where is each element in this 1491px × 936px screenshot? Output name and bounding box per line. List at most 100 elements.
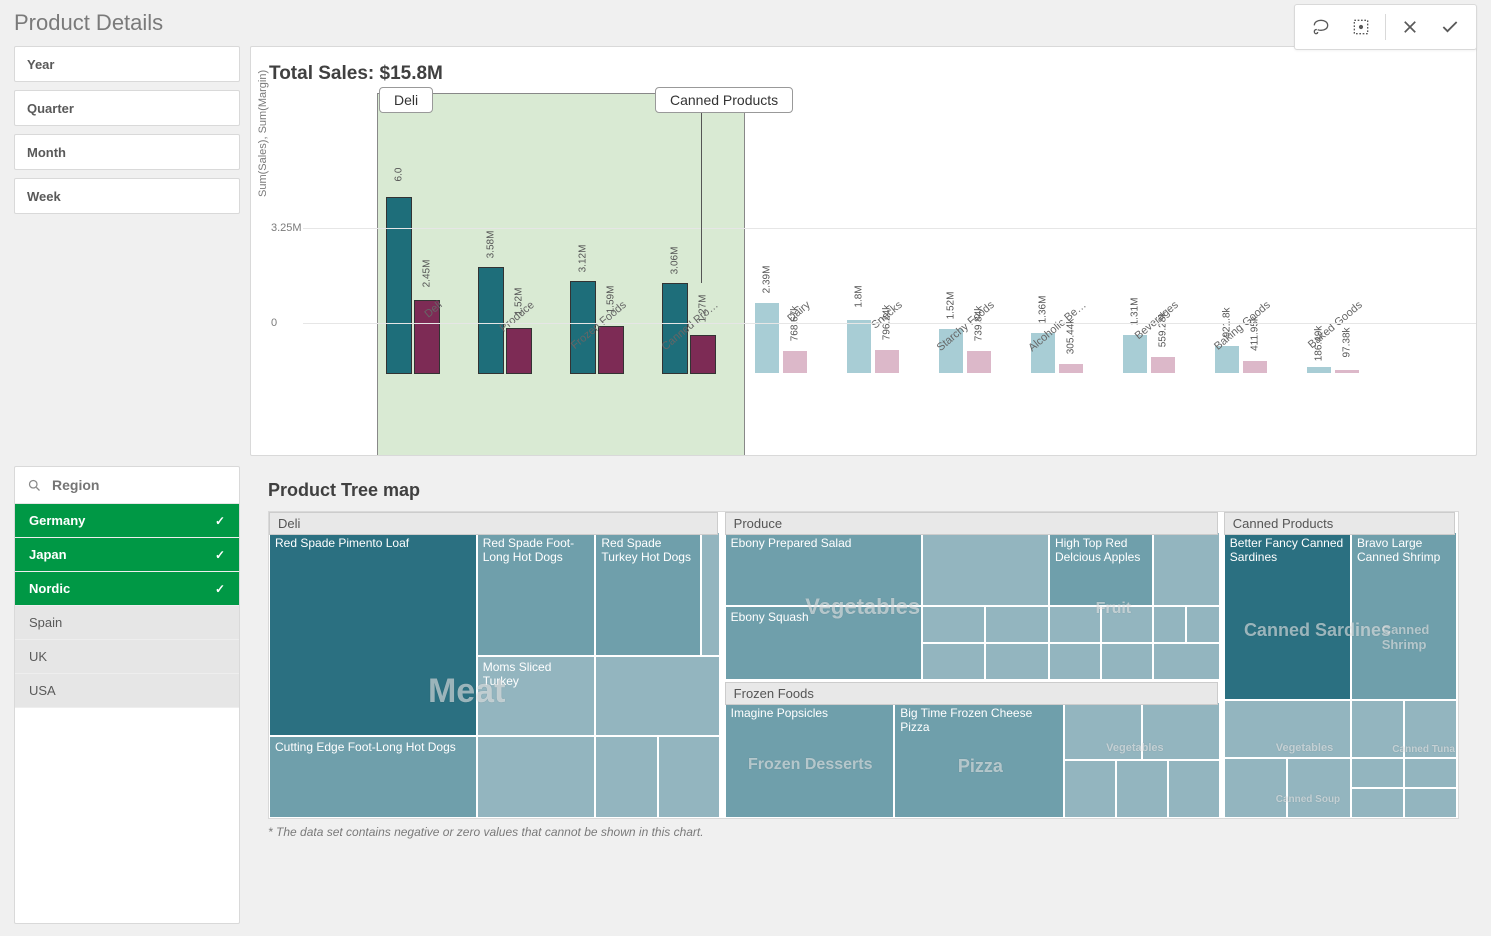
chart-title: Total Sales: $15.8M bbox=[269, 63, 1458, 85]
bar-value-label: 2.45M bbox=[422, 260, 433, 288]
region-item[interactable]: USA bbox=[15, 674, 239, 708]
treemap-cell[interactable] bbox=[1153, 532, 1220, 606]
bar-value-label: 97.38k bbox=[1342, 328, 1353, 358]
treemap-cell[interactable] bbox=[701, 532, 720, 656]
filter-month[interactable]: Month bbox=[14, 134, 240, 170]
treemap-cell[interactable]: Red Spade Turkey Hot Dogs bbox=[595, 532, 701, 656]
region-item[interactable]: Germany bbox=[15, 504, 239, 538]
treemap-group-header[interactable]: Frozen Foods bbox=[725, 682, 1218, 705]
bar-margin[interactable]: 97.38k bbox=[1335, 370, 1359, 373]
treemap-cell[interactable] bbox=[922, 606, 986, 643]
treemap-cell[interactable] bbox=[985, 643, 1049, 680]
region-search-input[interactable] bbox=[52, 477, 227, 493]
treemap-cell[interactable]: Imagine Popsicles bbox=[725, 702, 895, 818]
smart-select-icon[interactable] bbox=[1341, 7, 1381, 47]
treemap-cell[interactable]: Cutting Edge Foot-Long Hot Dogs bbox=[269, 736, 477, 818]
lasso-icon[interactable] bbox=[1301, 7, 1341, 47]
treemap-cell[interactable] bbox=[595, 656, 720, 736]
treemap-cell[interactable]: Red Spade Foot-Long Hot Dogs bbox=[477, 532, 596, 656]
treemap-cell[interactable] bbox=[1116, 760, 1168, 818]
selection-toolbar bbox=[1294, 4, 1477, 50]
region-item[interactable]: Spain bbox=[15, 606, 239, 640]
treemap-footnote: * The data set contains negative or zero… bbox=[268, 825, 1459, 839]
treemap-cell[interactable]: High Top Red Delcious Apples bbox=[1049, 532, 1153, 606]
chart-tooltip: Canned Products bbox=[655, 87, 793, 113]
treemap-cell[interactable] bbox=[1064, 702, 1142, 760]
treemap-cell[interactable] bbox=[1064, 760, 1116, 818]
treemap-cell[interactable] bbox=[1049, 606, 1101, 643]
category-label: Baked Goods bbox=[1296, 299, 1365, 360]
treemap-cell[interactable] bbox=[1287, 758, 1351, 818]
treemap-cell[interactable]: Better Fancy Canned Sardines bbox=[1224, 532, 1351, 700]
bar-value-label: 3.12M bbox=[578, 244, 589, 272]
page-title: Product Details bbox=[14, 10, 163, 36]
treemap-cell[interactable] bbox=[1404, 758, 1457, 788]
bar-margin[interactable]: 1.27M bbox=[691, 336, 715, 373]
bar-group[interactable]: 921.8k411.95k bbox=[1215, 346, 1267, 373]
treemap-cell[interactable] bbox=[1142, 702, 1219, 760]
treemap-cell[interactable] bbox=[658, 736, 721, 818]
treemap-cell[interactable] bbox=[1224, 700, 1351, 758]
treemap-cell[interactable] bbox=[1153, 606, 1186, 643]
sales-chart-panel: Total Sales: $15.8M Sum(Sales), Sum(Marg… bbox=[250, 46, 1477, 456]
bar-sales[interactable]: 3.58M bbox=[479, 268, 503, 373]
region-item[interactable]: Japan bbox=[15, 538, 239, 572]
bar-value-label: 3.58M bbox=[486, 231, 497, 259]
treemap-panel: Product Tree map Red Spade Pimento LoafR… bbox=[250, 466, 1477, 924]
treemap-cell[interactable] bbox=[1351, 788, 1404, 818]
treemap-group-header[interactable]: Produce bbox=[725, 512, 1218, 535]
bar-sales[interactable]: 186.49k bbox=[1307, 367, 1331, 373]
treemap-cell[interactable] bbox=[1351, 758, 1404, 788]
treemap-cell[interactable]: Red Spade Pimento Loaf bbox=[269, 532, 477, 736]
treemap-cell[interactable]: Ebony Squash bbox=[725, 606, 922, 680]
treemap-cell[interactable] bbox=[1101, 606, 1153, 643]
bar-margin[interactable]: 559.28k bbox=[1151, 357, 1175, 373]
treemap-group-header[interactable]: Deli bbox=[269, 512, 718, 535]
treemap-cell[interactable]: Moms Sliced Turkey bbox=[477, 656, 596, 736]
region-item[interactable]: UK bbox=[15, 640, 239, 674]
treemap-cell[interactable]: Ebony Prepared Salad bbox=[725, 532, 922, 606]
treemap-cell[interactable] bbox=[1404, 788, 1457, 818]
treemap-cell[interactable] bbox=[477, 736, 596, 818]
treemap-cell[interactable] bbox=[1351, 700, 1404, 758]
region-filter-panel: GermanyJapanNordicSpainUKUSA bbox=[14, 466, 240, 924]
bar-margin[interactable]: 305.44k bbox=[1059, 364, 1083, 373]
bar-margin[interactable]: 1.52M bbox=[507, 329, 531, 373]
bar-margin[interactable]: 1.59M bbox=[599, 327, 623, 373]
cancel-icon[interactable] bbox=[1390, 7, 1430, 47]
treemap-group-header[interactable]: Canned Products bbox=[1224, 512, 1455, 535]
time-filter-panel: Year Quarter Month Week bbox=[14, 46, 240, 456]
confirm-icon[interactable] bbox=[1430, 7, 1470, 47]
treemap-cell[interactable] bbox=[1224, 758, 1288, 818]
bar-margin[interactable]: 768.67k bbox=[783, 351, 807, 374]
treemap-cell[interactable] bbox=[1404, 700, 1457, 758]
treemap-cell[interactable] bbox=[922, 643, 986, 680]
treemap-cell[interactable] bbox=[922, 532, 1049, 606]
treemap-cell[interactable]: Bravo Large Canned Shrimp bbox=[1351, 532, 1457, 700]
treemap-cell[interactable] bbox=[1153, 643, 1220, 680]
toolbar-separator bbox=[1385, 14, 1386, 40]
treemap-cell[interactable] bbox=[985, 606, 1049, 643]
treemap-cell[interactable] bbox=[1049, 643, 1101, 680]
bar-group[interactable]: 186.49k 97.38k bbox=[1307, 367, 1359, 373]
treemap-cell[interactable] bbox=[1186, 606, 1220, 643]
bar-value-label: 3.06M bbox=[670, 246, 681, 274]
bar-margin[interactable]: 411.95k bbox=[1243, 361, 1267, 373]
bar-value-label: 6.0 bbox=[394, 167, 405, 181]
yaxis-label: Sum(Sales), Sum(Margin) bbox=[257, 70, 269, 197]
bar-margin[interactable]: 796.24k bbox=[875, 350, 899, 373]
filter-year[interactable]: Year bbox=[14, 46, 240, 82]
filter-quarter[interactable]: Quarter bbox=[14, 90, 240, 126]
region-item[interactable]: Nordic bbox=[15, 572, 239, 606]
chart-tooltip: Deli bbox=[379, 87, 433, 113]
treemap-cell[interactable] bbox=[595, 736, 658, 818]
treemap-cell[interactable]: Big Time Frozen Cheese Pizza bbox=[894, 702, 1064, 818]
treemap-title: Product Tree map bbox=[268, 480, 1459, 501]
treemap-cell[interactable] bbox=[1168, 760, 1220, 818]
filter-week[interactable]: Week bbox=[14, 178, 240, 214]
search-icon bbox=[27, 478, 42, 493]
treemap-cell[interactable] bbox=[1101, 643, 1153, 680]
bar-margin[interactable]: 739.84k bbox=[967, 351, 991, 373]
chart-plot-area[interactable]: 6.02.45MDeli3.58M1.52MProduce3.12M1.59MF… bbox=[315, 93, 1458, 373]
treemap-canvas[interactable]: Red Spade Pimento LoafRed Spade Foot-Lon… bbox=[268, 511, 1459, 819]
